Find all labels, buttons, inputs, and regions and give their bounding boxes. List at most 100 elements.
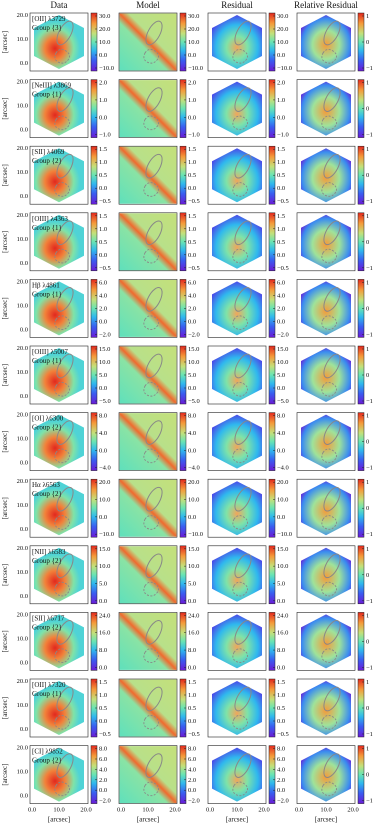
panel (29, 79, 89, 138)
colorbar-tick-label: 1 (366, 346, 369, 353)
colorbar-tick-label: 1 (366, 546, 369, 553)
colorbar-tick-label: 2.0 (188, 80, 196, 87)
y-tick-label: 0.0 (20, 726, 28, 733)
map-hexagon (212, 281, 262, 336)
colorbar-tick-label: 1.5 (99, 213, 107, 220)
colorbar-tick-label: −0.5 (188, 198, 200, 205)
aperture-ellipse (56, 287, 74, 312)
aperture-ellipse (56, 553, 74, 579)
line-label: [OIII] λ5007 (32, 348, 68, 356)
aperture-ellipse (145, 686, 163, 712)
aperture-contour (143, 781, 160, 797)
aperture-ellipse (323, 220, 341, 246)
aperture-contour (54, 781, 71, 797)
colorbar-tick-label: 20.0 (99, 479, 110, 486)
colorbar-tick-label: 8.0 (277, 746, 285, 753)
colorbar-tick-label: −10.0 (99, 65, 114, 72)
colorbar-tick-label: 6.0 (277, 756, 285, 763)
colorbar-tick-label: 0.0 (188, 252, 196, 259)
colorbar-tick-label: 1.0 (188, 97, 196, 104)
map-hexagon (301, 148, 351, 203)
colorbar-tick-label: 1 (366, 146, 369, 153)
map-hexagon (301, 15, 351, 69)
aperture-contour (54, 648, 71, 663)
aperture-contour (54, 115, 71, 131)
model-map (119, 612, 177, 670)
model-map (119, 746, 177, 804)
colorbar-tick-label: 0.0 (99, 52, 107, 59)
colorbar-tick-label: 0 (366, 239, 369, 246)
colorbar-tick-label: 8.0 (99, 647, 107, 654)
colorbar-tick-label: 1 (366, 746, 369, 753)
colorbar-tick-label: 0.5 (277, 705, 285, 712)
aperture-contour (321, 448, 338, 464)
group-label: Group {1} (32, 91, 62, 99)
y-tick-label: 20.0 (17, 745, 28, 752)
aperture-contour (143, 581, 160, 597)
y-axis-label: [arcsec] (1, 31, 9, 53)
panel (29, 12, 89, 72)
colorbar-tick-label: 4.0 (188, 766, 196, 773)
group-label: Group {2} (32, 623, 62, 631)
aperture-ellipse (145, 486, 163, 512)
y-tick-label: 10.0 (17, 302, 28, 309)
aperture-contour (321, 48, 338, 64)
colorbar-tick-label: −5.0 (277, 398, 289, 405)
aperture-ellipse (56, 486, 74, 512)
colorbar-tick-label: 0.0 (188, 718, 196, 725)
colorbar-tick-label: 0.0 (99, 318, 107, 325)
model-map (119, 13, 177, 71)
colorbar-tick-label: 0.0 (99, 185, 107, 192)
colorbar-tick-label: 1.0 (99, 97, 107, 104)
colorbar-tick-label: −1 (366, 398, 373, 405)
panel (296, 12, 356, 72)
y-tick-label: 0.0 (20, 127, 28, 134)
y-tick-label: 0.0 (20, 193, 28, 200)
colorbar-tick-label: −0.5 (99, 731, 111, 738)
colorbar-tick-label: 2.0 (277, 305, 285, 312)
colorbar (268, 412, 276, 471)
line-label: [OI] λ6300 (32, 415, 64, 423)
colorbar-tick-label: 1.5 (277, 679, 285, 686)
aperture-ellipse (234, 486, 252, 512)
aperture-contour (232, 448, 249, 464)
map-hexagon (212, 614, 262, 669)
colorbar (90, 79, 98, 138)
colorbar-tick-label: 0.0 (188, 514, 196, 521)
y-tick-label: 10.0 (17, 169, 28, 176)
x-tick-label: 20.0 (347, 807, 358, 814)
panel (296, 345, 356, 405)
aperture-ellipse (56, 686, 74, 712)
colorbar-tick-label: 0.0 (99, 114, 107, 121)
model-map (119, 279, 177, 337)
x-axis-label: [arcsec] (137, 816, 159, 824)
aperture-contour (232, 581, 249, 597)
y-tick-label: 20.0 (17, 545, 28, 552)
map-hexagon (34, 214, 84, 269)
aperture-contour (54, 448, 71, 464)
aperture-ellipse (56, 620, 74, 645)
colorbar-tick-label: 2.0 (99, 80, 107, 87)
aperture-contour (143, 515, 160, 530)
panel (296, 279, 356, 338)
colorbar-tick-label: 24.0 (99, 612, 110, 619)
colorbar-tick-label: 0.0 (188, 664, 196, 671)
colorbar-tick-label: 0 (366, 172, 369, 179)
group-label: Group {2} (32, 157, 62, 165)
colorbar-tick-label: 1 (366, 213, 369, 220)
y-axis-label: [arcsec] (1, 98, 9, 120)
map-hexagon (212, 214, 262, 269)
line-label: [NII] λ6583 (32, 548, 66, 556)
map-hexagon (34, 481, 84, 536)
x-axis-label: [arcsec] (315, 816, 337, 824)
map-hexagon (301, 281, 351, 336)
y-axis-label: [arcsec] (1, 431, 9, 453)
colorbar-tick-label: 4.0 (277, 766, 285, 773)
colorbar-tick-label: 8.0 (99, 413, 107, 420)
colorbar-tick-label: 0.0 (188, 385, 196, 392)
x-axis-label: [arcsec] (48, 816, 70, 824)
colorbar (268, 612, 276, 671)
y-tick-label: 10.0 (17, 436, 28, 443)
aperture-ellipse (323, 153, 341, 179)
map-hexagon (301, 614, 351, 669)
